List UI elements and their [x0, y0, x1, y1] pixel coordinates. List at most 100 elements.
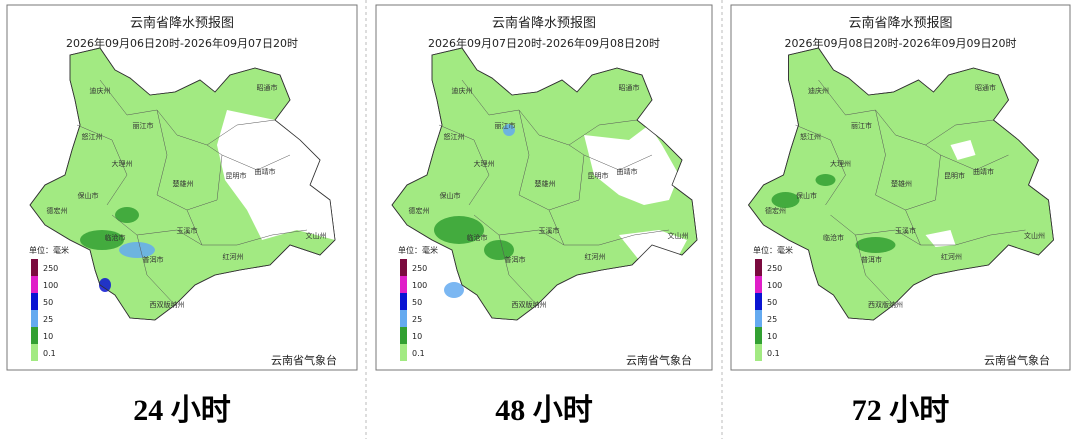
city-label: 保山市 — [78, 191, 99, 200]
city-label: 德宏州 — [409, 206, 430, 215]
city-label: 文山州 — [668, 231, 689, 240]
city-label: 楚雄州 — [535, 179, 556, 188]
rain-area — [444, 282, 464, 298]
province-outline — [748, 47, 1054, 321]
city-label: 怒江州 — [82, 132, 103, 141]
panel: 云南省降水预报图 2026年09月08日20时-2026年09月09日20时迪庆州… — [730, 4, 1071, 371]
panel-title: 云南省降水预报图 — [492, 15, 596, 31]
agency: 云南省气象台 — [626, 353, 692, 367]
city-label: 普洱市 — [143, 255, 164, 264]
legend-label: 50 — [43, 298, 53, 307]
legend-label: 100 — [43, 281, 58, 290]
prefecture-border — [111, 214, 203, 246]
no-rain-area — [950, 140, 976, 160]
period: 2026年09月08日20时-2026年09月09日20时 — [785, 36, 1017, 50]
city-label: 文山州 — [1024, 231, 1045, 240]
legend-swatch — [31, 310, 38, 327]
rain-area — [119, 242, 155, 258]
panel: 云南省降水预报图 2026年09月07日20时-2026年09月08日20时迪庆州… — [375, 4, 713, 371]
legend-label: 10 — [412, 332, 422, 341]
rain-area — [99, 278, 111, 292]
prefecture-border — [940, 154, 1009, 171]
legend-swatch — [31, 293, 38, 310]
city-label: 大理州 — [474, 159, 495, 168]
legend-swatch — [755, 259, 762, 276]
city-label: 红河州 — [223, 252, 244, 261]
no-rain-area — [584, 125, 679, 205]
city-label: 玉溪市 — [895, 226, 916, 235]
rain-area — [484, 240, 514, 260]
agency: 云南省气象台 — [271, 353, 337, 367]
city-label: 楚雄州 — [173, 179, 194, 188]
legend-label: 250 — [767, 264, 782, 273]
legend-swatch — [755, 310, 762, 327]
legend-swatch — [400, 276, 407, 293]
city-label: 临沧市 — [823, 233, 844, 242]
prefecture-border — [855, 234, 894, 306]
prefecture-border — [548, 209, 670, 246]
legend-label: 0.1 — [43, 349, 56, 358]
legend-label: 50 — [412, 298, 422, 307]
city-label: 楚雄州 — [891, 179, 912, 188]
city-label: 临沧市 — [105, 233, 126, 242]
legend-swatch — [31, 344, 38, 361]
city-label: 普洱市 — [505, 255, 526, 264]
prefecture-border — [925, 119, 994, 201]
city-label: 红河州 — [941, 252, 962, 261]
city-label: 昆明市 — [226, 171, 247, 180]
province-outline — [391, 47, 698, 321]
city-label: 曲靖市 — [973, 167, 994, 176]
prefecture-border — [438, 124, 490, 206]
legend-swatch — [400, 293, 407, 310]
city-label: 丽江市 — [495, 121, 516, 130]
city-label: 德宏州 — [765, 206, 786, 215]
city-label: 丽江市 — [851, 121, 872, 130]
legend-swatch — [755, 293, 762, 310]
city-label: 玉溪市 — [539, 226, 560, 235]
legend-swatch — [31, 259, 38, 276]
caption: 48 小时 — [495, 394, 593, 427]
legend-label: 25 — [412, 315, 422, 324]
rain-area — [503, 124, 515, 136]
prefecture-border — [156, 109, 218, 211]
prefecture-border — [206, 119, 276, 201]
no-rain-area — [217, 110, 335, 240]
period: 2026年09月07日20时-2026年09月08日20时 — [428, 36, 660, 50]
province-outline — [29, 47, 336, 321]
city-label: 曲靖市 — [255, 167, 276, 176]
legend-swatch — [400, 344, 407, 361]
legend-swatch — [755, 344, 762, 361]
legend-label: 10 — [43, 332, 53, 341]
legend-swatch — [31, 327, 38, 344]
panel-title: 云南省降水预报图 — [130, 15, 234, 31]
legend-label: 25 — [767, 315, 777, 324]
city-label: 文山州 — [306, 231, 327, 240]
rain-area — [80, 230, 124, 250]
city-label: 昆明市 — [588, 171, 609, 180]
legend-swatch — [400, 310, 407, 327]
legend-swatch — [400, 259, 407, 276]
prefecture-border — [875, 109, 936, 211]
legend-label: 250 — [412, 264, 427, 273]
city-label: 临沧市 — [467, 233, 488, 242]
city-label: 保山市 — [440, 191, 461, 200]
city-label: 红河州 — [585, 252, 606, 261]
city-label: 西双版纳州 — [512, 300, 547, 309]
city-label: 德宏州 — [47, 206, 68, 215]
prefecture-border — [795, 124, 846, 206]
city-label: 西双版纳州 — [150, 300, 185, 309]
period: 2026年09月06日20时-2026年09月07日20时 — [66, 36, 298, 50]
city-label: 大理州 — [112, 159, 133, 168]
panel-title: 云南省降水预报图 — [848, 15, 952, 31]
legend-label: 50 — [767, 298, 777, 307]
legend-label: 0.1 — [767, 349, 780, 358]
city-label: 迪庆州 — [452, 86, 473, 95]
legend-unit: 单位：毫米 — [398, 245, 438, 255]
legend-label: 250 — [43, 264, 58, 273]
prefecture-border — [221, 154, 291, 171]
city-label: 迪庆州 — [90, 86, 111, 95]
